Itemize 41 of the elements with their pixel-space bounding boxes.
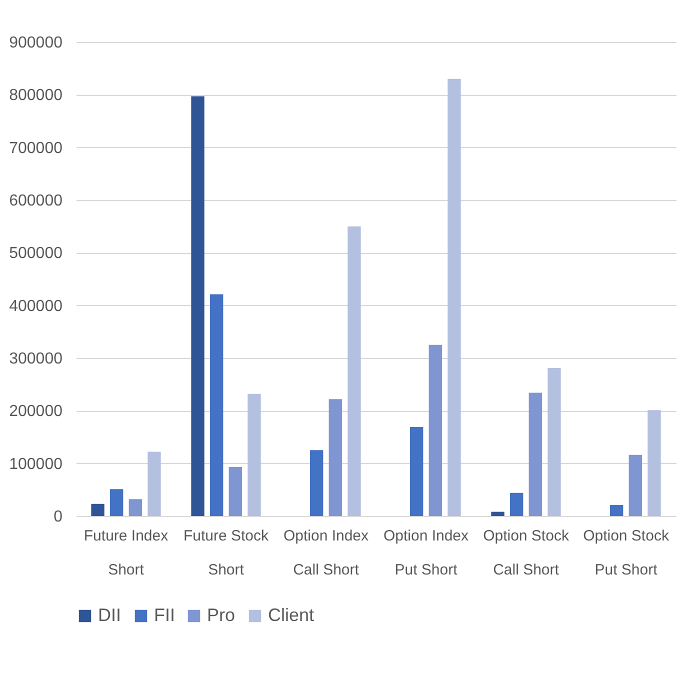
bar [528,392,542,516]
y-tick-label: 400000 [9,298,63,315]
y-tick-label: 500000 [9,245,63,262]
y-tick-label: 600000 [9,192,63,210]
bar [410,426,424,516]
bar [148,452,161,516]
x-tick-label: Option Stock Call Short [483,528,570,578]
bar [428,344,442,516]
bar [628,454,642,516]
bar [328,399,342,516]
y-tick-label: 0 [54,508,63,526]
bar [110,489,124,516]
bar [491,512,504,516]
legend-label: Client [268,605,314,625]
x-tick-label: Option Index Put Short [383,528,470,578]
legend-label: DII [98,605,122,625]
bar [548,368,561,516]
bar [210,294,224,516]
x-tick-label: Future Index Short [84,528,169,578]
x-tick-label: Option Stock Put Short [583,528,670,578]
bar [648,410,661,516]
y-tick-label: 200000 [9,403,63,420]
legend-label: Pro [207,605,236,625]
x-tick-label: Future Stock Short [183,528,270,578]
y-tick-label: 300000 [9,350,63,368]
bar [610,504,624,516]
y-tick-label: 800000 [9,87,63,104]
bar [248,394,261,516]
bar [348,226,361,516]
bar [228,467,242,516]
bar [448,78,461,516]
bar [310,450,324,516]
bar [91,504,104,516]
y-tick-label: 900000 [9,34,63,52]
legend-label: FII [154,605,175,625]
x-tick-label: Option Index Call Short [283,528,370,578]
bar [510,492,524,516]
y-tick-label: 100000 [9,456,63,473]
bar [128,499,142,516]
bar [191,96,204,516]
y-tick-label: 700000 [9,140,63,157]
